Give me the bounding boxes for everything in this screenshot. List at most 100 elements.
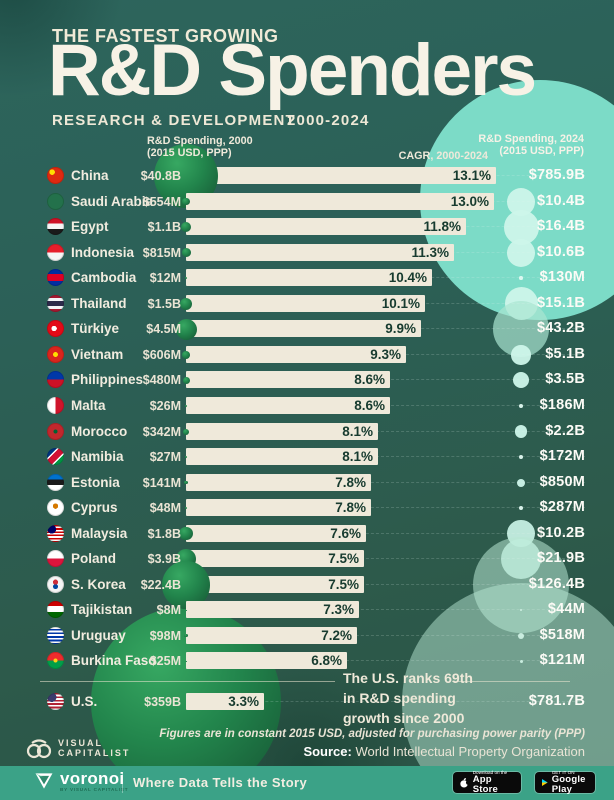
cagr-bar: 8.1% — [186, 448, 378, 466]
spending-2024-value: $121M — [539, 652, 585, 669]
page-title: R&D Spenders — [48, 30, 537, 111]
leader-line — [190, 507, 585, 509]
country-name: Cyprus — [71, 500, 118, 516]
spending-2024-value: $44M — [547, 601, 585, 618]
leader-line — [190, 430, 585, 432]
country-row-poland: 7.5% Poland $3.9B $21.9B — [0, 546, 614, 572]
spending-2000-bubble — [185, 660, 187, 663]
spending-2000-bubble — [175, 318, 197, 340]
country-flag-icon — [47, 524, 64, 542]
country-row-cyprus: 7.8% Cyprus $48M $287M — [0, 495, 614, 521]
country-row-s-korea: 7.5% S. Korea $22.4B $126.4B — [0, 561, 614, 609]
spending-2024-value: $5.1B — [545, 345, 585, 362]
country-name: China — [71, 168, 109, 183]
spending-2024-value: $126.4B — [528, 575, 585, 592]
footer-tagline: Where Data Tells the Story — [133, 775, 308, 790]
country-name: Namibia — [71, 449, 124, 465]
column-header-2000: R&D Spending, 2000 (2015 USD, PPP) — [147, 135, 253, 159]
spending-2000-value: $815M — [142, 245, 181, 260]
cagr-bar: 8.1% — [186, 422, 378, 440]
spending-2024-value: $518M — [539, 626, 585, 643]
spending-2024-value: $10.2B — [537, 524, 585, 541]
spending-2000-value: $48M — [149, 501, 181, 516]
spending-2000-bubble — [181, 248, 191, 258]
spending-2000-value: $4.5M — [146, 322, 181, 337]
spending-2024-value: $850M — [539, 473, 585, 490]
us-rank-note-line2: in R&D spending — [343, 690, 456, 706]
voronoi-logo: voronoi BY VISUAL CAPITALIST — [33, 770, 128, 792]
cagr-label: 8.1% — [342, 449, 373, 465]
country-name: Morocco — [71, 423, 128, 439]
spending-2000-bubble — [184, 480, 188, 485]
country-name: Thailand — [71, 295, 127, 311]
spending-2000-value: $480M — [142, 373, 181, 388]
google-play-badge[interactable]: GET IT ON Google Play — [535, 770, 595, 794]
cagr-bar: 7.5% — [186, 550, 364, 568]
spending-2024-value: $43.2B — [537, 320, 585, 337]
google-play-icon — [542, 779, 548, 786]
cagr-bar: 11.8% — [186, 218, 466, 236]
cagr-label: 8.6% — [354, 397, 385, 413]
source-value: World Intellectual Property Organization — [351, 744, 585, 759]
spending-2024-value: $16.4B — [537, 218, 585, 235]
cagr-label: 8.6% — [354, 372, 385, 388]
spending-2024-bubble — [401, 582, 614, 800]
cagr-bar: 8.6% — [186, 396, 390, 414]
column-header-2000-line1: R&D Spending, 2000 — [147, 135, 253, 147]
country-name: Cambodia — [71, 270, 137, 286]
cagr-bar: 3.3% — [186, 693, 264, 710]
country-row-burkina-faso: 6.8% Burkina Faso $25M $121M — [0, 648, 614, 674]
country-name: Malaysia — [71, 525, 128, 541]
source-text: Source: World Intellectual Property Orga… — [303, 744, 585, 759]
country-row-u-s-: 3.3% U.S. $359B $781.7B — [0, 689, 614, 715]
cagr-label: 10.4% — [388, 270, 427, 286]
disclaimer-text: Figures are in constant 2015 USD, adjust… — [159, 728, 585, 740]
source-label: Source: — [303, 744, 352, 759]
kicker-text: THE FASTEST GROWING — [52, 26, 279, 46]
country-flag-icon — [47, 294, 64, 312]
spending-2000-bubble — [182, 376, 190, 384]
subtitle-research-development: RESEARCH & DEVELOPMENT — [52, 112, 296, 129]
country-row-thailand: 10.1% Thailand $1.5B $15.1B — [0, 291, 614, 317]
vc-word-line1: VISUAL — [58, 737, 104, 748]
country-flag-icon — [47, 243, 64, 261]
us-divider-right — [452, 681, 570, 682]
spending-2024-value: $287M — [539, 499, 585, 516]
column-header-2000-line2: (2015 USD, PPP) — [147, 147, 232, 159]
spending-2000-value: $1.8B — [147, 526, 181, 541]
spending-2000-value: $141M — [142, 475, 181, 490]
spending-2024-bubble — [514, 425, 528, 438]
visual-capitalist-logo: VISUAL CAPITALIST — [26, 735, 130, 761]
country-name: Estonia — [71, 474, 120, 490]
cagr-label: 7.3% — [323, 602, 354, 618]
spending-2024-bubble — [511, 345, 531, 365]
spending-2000-value: $12M — [149, 271, 181, 286]
spending-2000-value: $554M — [142, 194, 181, 209]
spending-2024-value: $781.7B — [528, 693, 585, 709]
visual-capitalist-wordmark: VISUAL CAPITALIST — [58, 738, 130, 759]
cagr-bar: 7.8% — [186, 473, 371, 491]
leader-line — [190, 481, 585, 483]
cagr-label: 7.2% — [321, 627, 352, 643]
country-row-saudi-arabia: 13.0% Saudi Arabia $554M $10.4B — [0, 189, 614, 215]
leader-line — [190, 660, 585, 662]
cagr-label: 10.1% — [381, 295, 420, 311]
cagr-label: 7.6% — [330, 525, 361, 541]
cagr-label: 11.8% — [423, 219, 461, 235]
spending-2000-value: $8M — [156, 603, 181, 618]
cagr-label: 9.3% — [370, 346, 401, 362]
country-flag-icon — [47, 269, 64, 287]
country-name: Burkina Faso — [71, 653, 157, 669]
country-name: Saudi Arabia — [71, 193, 154, 209]
country-flag-icon — [47, 448, 64, 466]
vc-word-line2: CAPITALIST — [58, 748, 131, 758]
spending-2000-bubble — [179, 297, 193, 310]
app-store-badge[interactable]: Download on the App Store — [453, 770, 521, 794]
spending-2000-bubble — [182, 197, 190, 206]
country-row-china: 13.1% China $40.8B $785.9B — [0, 144, 614, 208]
spending-2000-value: $1.1B — [147, 220, 181, 235]
spending-2000-bubble — [185, 456, 187, 459]
spending-2000-bubble — [184, 634, 188, 638]
cagr-label: 9.9% — [385, 321, 416, 337]
